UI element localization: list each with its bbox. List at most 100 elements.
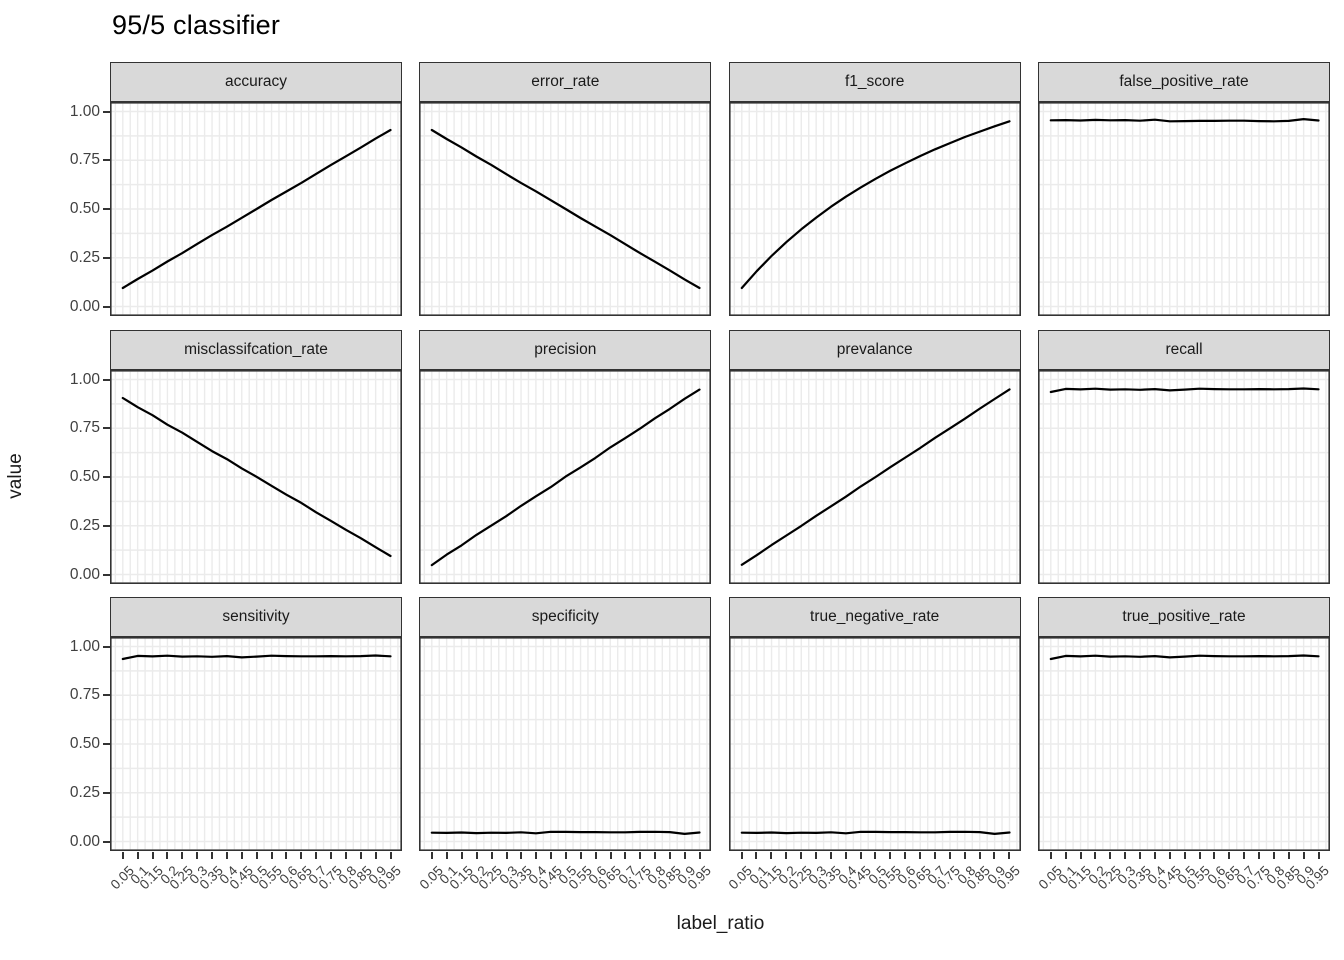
x-tick-mark [1008, 852, 1011, 859]
x-tick-mark [475, 852, 478, 859]
facet-strip-misclassifcation_rate: misclassifcation_rate [110, 330, 402, 370]
data-line-misclassifcation_rate [121, 396, 392, 558]
x-tick-mark [844, 852, 847, 859]
facet-strip-specificity: specificity [419, 597, 712, 637]
x-tick-mark [136, 852, 139, 859]
y-tick-mark [103, 524, 110, 527]
x-tick-mark [948, 852, 951, 859]
x-tick-mark [874, 852, 877, 859]
y-tick-mark [103, 159, 110, 162]
y-tick-mark [103, 573, 110, 576]
x-tick-mark [1287, 852, 1290, 859]
x-tick-mark [300, 852, 303, 859]
x-axis-title: label_ratio [676, 913, 765, 934]
facet-plot-area-recall [1038, 370, 1330, 584]
x-tick-mark [121, 852, 124, 859]
x-tick-mark [698, 852, 701, 859]
y-tick-mark [103, 305, 110, 308]
facet-strip-false_positive_rate: false_positive_rate [1038, 62, 1330, 102]
y-tick-label: 1.00 [69, 637, 100, 655]
y-tick-label: 0.75 [69, 419, 100, 437]
x-tick-mark [609, 852, 612, 859]
x-tick-mark [1302, 852, 1305, 859]
facet-plot-area-specificity [419, 637, 712, 851]
x-tick-mark [1183, 852, 1186, 859]
x-tick-mark [1094, 852, 1097, 859]
x-tick-mark [374, 852, 377, 859]
y-tick-mark [103, 743, 110, 745]
x-tick-mark [919, 852, 921, 859]
x-tick-mark [740, 852, 743, 859]
facet-plot-area-error_rate [419, 102, 712, 316]
facet-strip-label: precision [534, 341, 597, 358]
x-tick-mark [270, 852, 273, 859]
x-tick-mark [1079, 852, 1082, 859]
x-tick-mark [829, 852, 832, 859]
facet-panel-prevalance [728, 370, 1021, 584]
y-tick-mark [103, 791, 110, 794]
data-line-prevalance [740, 388, 1011, 566]
facet-strip-label: prevalance [836, 341, 913, 358]
y-tick-mark [103, 476, 110, 478]
x-tick-mark [1153, 852, 1156, 859]
x-tick-mark [460, 852, 463, 859]
x-tick-mark [654, 852, 657, 859]
data-line-specificity [430, 830, 701, 835]
x-tick-mark [255, 852, 258, 859]
x-tick-mark [889, 852, 892, 859]
facet-strip-true_negative_rate: true_negative_rate [728, 597, 1021, 637]
data-line-error_rate [430, 128, 701, 290]
facet-strip-label: true_positive_rate [1122, 608, 1246, 625]
facet-panel-misclassifcation_rate [110, 370, 402, 584]
x-tick-mark [1272, 852, 1275, 859]
x-tick-mark [315, 852, 318, 859]
facet-panel-precision [419, 370, 712, 584]
facet-strip-label: accuracy [224, 73, 288, 90]
facet-panel-false_positive_rate [1038, 102, 1330, 316]
facet-strip-label: specificity [531, 608, 599, 625]
x-tick-mark [800, 852, 802, 859]
facet-strip-true_positive_rate: true_positive_rate [1038, 597, 1330, 637]
facet-panel-recall [1038, 370, 1330, 584]
y-tick-label: 0.25 [69, 248, 100, 266]
facet-plot-area-f1_score [728, 102, 1021, 316]
facet-strip-label: sensitivity [222, 608, 290, 625]
y-tick-label: 1.00 [69, 370, 100, 388]
x-tick-mark [624, 852, 627, 859]
x-tick-mark [1139, 852, 1141, 859]
facet-plot-area-sensitivity [110, 637, 402, 851]
x-tick-mark [1228, 852, 1231, 859]
facet-plot-area-false_positive_rate [1038, 102, 1330, 316]
facet-strip-label: recall [1165, 341, 1203, 358]
x-tick-mark [446, 852, 448, 859]
y-tick-label: 0.25 [69, 783, 100, 801]
facet-panel-f1_score [728, 102, 1021, 316]
y-axis-title: value [5, 453, 26, 499]
facet-panel-true_positive_rate [1038, 637, 1330, 851]
x-tick-mark [904, 852, 907, 859]
data-line-sensitivity [121, 654, 392, 661]
x-tick-mark [389, 852, 392, 859]
data-line-accuracy [121, 128, 392, 290]
x-tick-mark [639, 852, 642, 859]
x-tick-mark [770, 852, 773, 859]
facet-plot-area-true_negative_rate [728, 637, 1021, 851]
x-tick-mark [993, 852, 996, 859]
x-tick-mark [933, 852, 936, 859]
facet-panel-true_negative_rate [728, 637, 1021, 851]
x-tick-mark [550, 852, 553, 859]
x-tick-mark [240, 852, 243, 859]
facet-strip-label: misclassifcation_rate [184, 341, 328, 358]
x-tick-mark [859, 852, 862, 859]
x-tick-mark [669, 852, 672, 859]
x-tick-mark [579, 852, 582, 859]
x-tick-mark [1124, 852, 1127, 859]
facet-panel-sensitivity [110, 637, 402, 851]
facet-strip-label: f1_score [844, 73, 905, 90]
data-line-f1_score [740, 120, 1011, 290]
x-tick-mark [1213, 852, 1216, 859]
x-tick-mark [1258, 852, 1260, 859]
x-tick-mark [594, 852, 597, 859]
y-tick-mark [103, 645, 110, 648]
y-tick-label: 0.75 [69, 686, 100, 704]
